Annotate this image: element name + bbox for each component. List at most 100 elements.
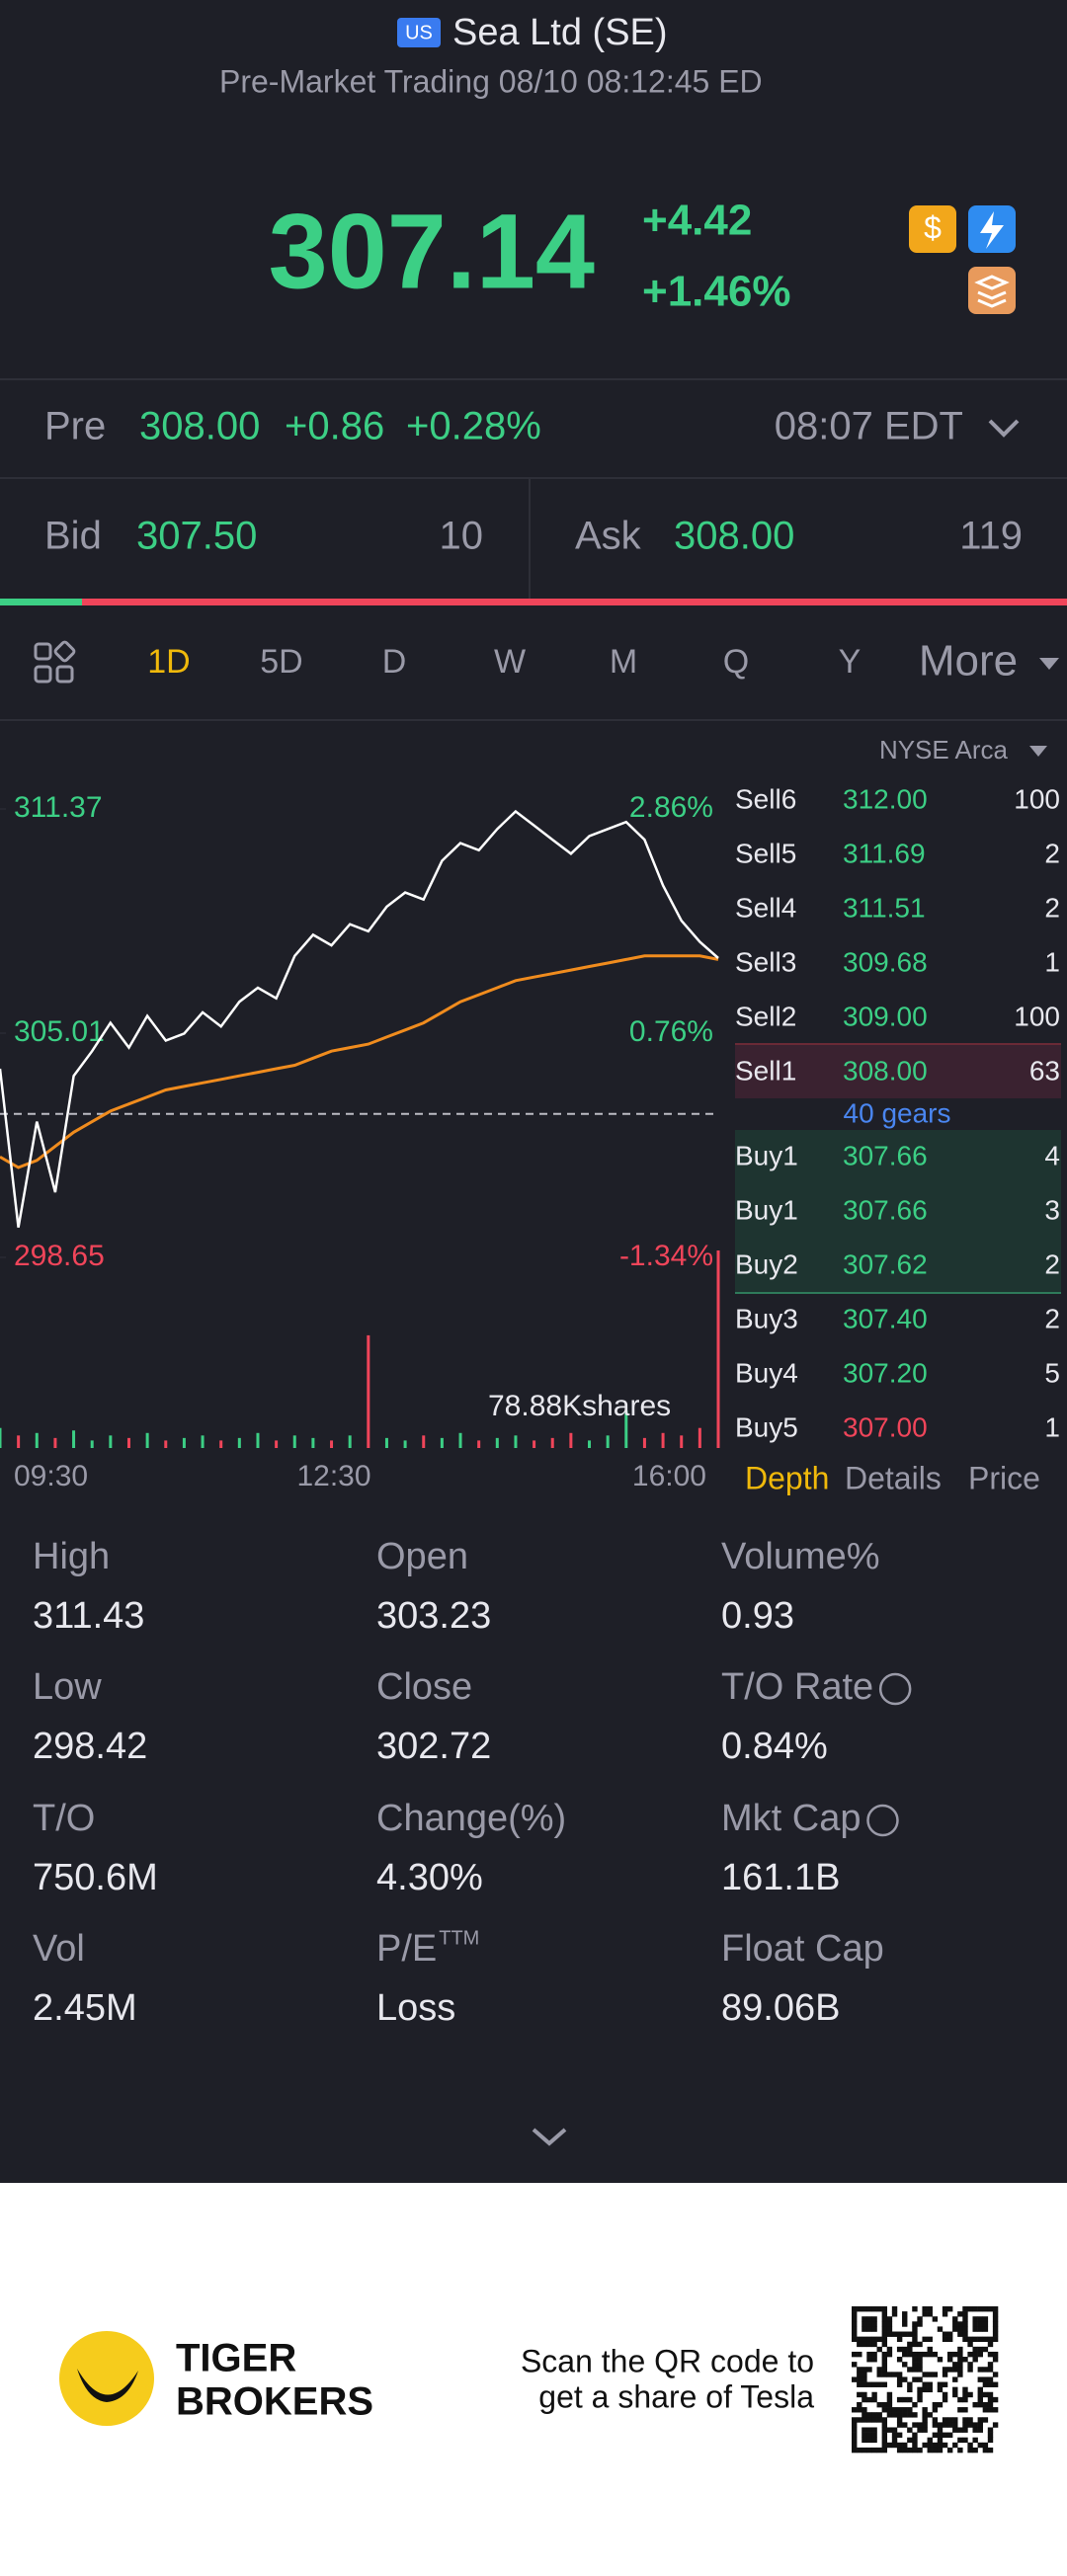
qr-cell <box>876 2346 882 2353</box>
qr-cell <box>937 2427 944 2433</box>
qr-cell <box>907 2427 913 2433</box>
qr-cell <box>896 2447 903 2454</box>
qr-cell <box>982 2381 989 2387</box>
price-line <box>0 954 719 1169</box>
qr-cell <box>896 2331 903 2337</box>
book-size: 5 <box>1044 1357 1060 1388</box>
qr-cell <box>932 2316 939 2322</box>
qr-cell <box>957 2331 963 2337</box>
period-tab[interactable]: 1D <box>147 643 190 681</box>
period-tab[interactable]: Q <box>723 643 749 681</box>
qr-cell <box>886 2412 893 2418</box>
qr-cell <box>937 2381 944 2387</box>
qr-cell <box>957 2447 963 2454</box>
book-size: 4 <box>1044 1140 1060 1170</box>
qr-cell <box>857 2401 862 2408</box>
qr-cell <box>982 2326 989 2332</box>
qr-cell <box>852 2306 858 2312</box>
qr-cell <box>876 2417 882 2423</box>
sell1-highlight <box>735 1045 1061 1098</box>
qr-cell <box>912 2306 918 2312</box>
book-tab[interactable]: Price <box>968 1460 1040 1495</box>
qr-cell <box>942 2442 948 2449</box>
qr-cell <box>992 2316 999 2322</box>
info-icon[interactable] <box>866 1804 899 1837</box>
book-level: Buy1 <box>735 1194 798 1225</box>
qr-cell <box>902 2331 908 2337</box>
qr-cell <box>862 2321 867 2327</box>
qr-cell <box>912 2447 918 2454</box>
layout-icon[interactable] <box>34 640 76 684</box>
volume-bar <box>90 1440 94 1448</box>
info-icon[interactable] <box>878 1672 912 1706</box>
qr-cell <box>891 2412 898 2418</box>
book-tab[interactable]: Depth <box>745 1460 829 1495</box>
qr-cell <box>962 2407 968 2413</box>
volume-bar <box>164 1440 168 1448</box>
qr-cell <box>881 2401 888 2408</box>
qr-cell <box>962 2336 968 2343</box>
volume-bar <box>256 1432 260 1448</box>
ask-price: 308.00 <box>674 515 794 558</box>
qr-cell <box>977 2442 983 2449</box>
qr-cell <box>902 2376 908 2382</box>
volume-bar <box>367 1334 370 1448</box>
stat-value: 0.93 <box>721 1595 794 1637</box>
qr-cell <box>881 2427 888 2433</box>
qr-cell <box>891 2331 898 2337</box>
period-tab[interactable]: M <box>610 643 637 681</box>
qr-cell <box>957 2326 963 2332</box>
qr-cell <box>957 2407 963 2413</box>
qr-cell <box>881 2321 888 2327</box>
qr-cell <box>952 2391 958 2398</box>
expand-stats[interactable] <box>532 2128 567 2146</box>
bid-strength <box>0 599 82 605</box>
volume-bar <box>201 1435 205 1448</box>
qr-cell <box>932 2407 939 2413</box>
volume-label: 78.88Kshares <box>488 1390 671 1422</box>
qr-cell <box>912 2357 918 2363</box>
qr-cell <box>891 2311 898 2317</box>
qr-cell <box>852 2432 858 2438</box>
book-tab[interactable]: Details <box>845 1460 942 1495</box>
volume-bar <box>384 1437 388 1448</box>
qr-cell <box>902 2422 908 2428</box>
qr-cell <box>871 2427 877 2433</box>
exchange[interactable]: NYSE Arca <box>879 735 1009 765</box>
stat-value: Loss <box>376 1987 455 2029</box>
brand: BROKERS <box>176 2380 373 2424</box>
qr-cell <box>962 2427 968 2433</box>
qr-cell <box>862 2306 867 2312</box>
period-tab[interactable]: 5D <box>260 643 302 681</box>
volume-bar <box>422 1435 426 1448</box>
expand-icon[interactable] <box>988 419 1020 438</box>
period-tab[interactable]: Y <box>839 643 862 681</box>
qr-cell <box>891 2437 898 2444</box>
period-tab[interactable]: W <box>494 643 526 681</box>
qr-cell <box>962 2316 968 2322</box>
stat-label: T/O Rate <box>721 1666 873 1708</box>
qr-cell <box>881 2326 888 2332</box>
qr-cell <box>992 2306 999 2312</box>
qr-cell <box>866 2316 872 2322</box>
qr-cell <box>866 2417 872 2423</box>
qr-cell <box>886 2427 893 2433</box>
qr-cell <box>852 2326 858 2332</box>
qr-cell <box>992 2407 999 2413</box>
qr-cell <box>987 2351 994 2358</box>
exchange-dropdown[interactable] <box>1029 746 1047 757</box>
qr-cell <box>927 2447 933 2454</box>
qr-cell <box>896 2346 903 2353</box>
icon-dollar[interactable] <box>909 205 956 253</box>
qr-cell <box>987 2341 994 2348</box>
period-tab[interactable]: D <box>382 643 407 681</box>
qr-cell <box>862 2432 867 2438</box>
qr-cell <box>881 2372 888 2377</box>
book-level: Buy4 <box>735 1357 798 1388</box>
qr-cell <box>952 2442 958 2449</box>
ask-label: Ask <box>575 515 642 558</box>
period-tab[interactable]: More <box>919 637 1018 685</box>
brand: TIGER <box>176 2337 296 2380</box>
qr-cell <box>942 2422 948 2428</box>
qr-cell <box>982 2417 989 2423</box>
